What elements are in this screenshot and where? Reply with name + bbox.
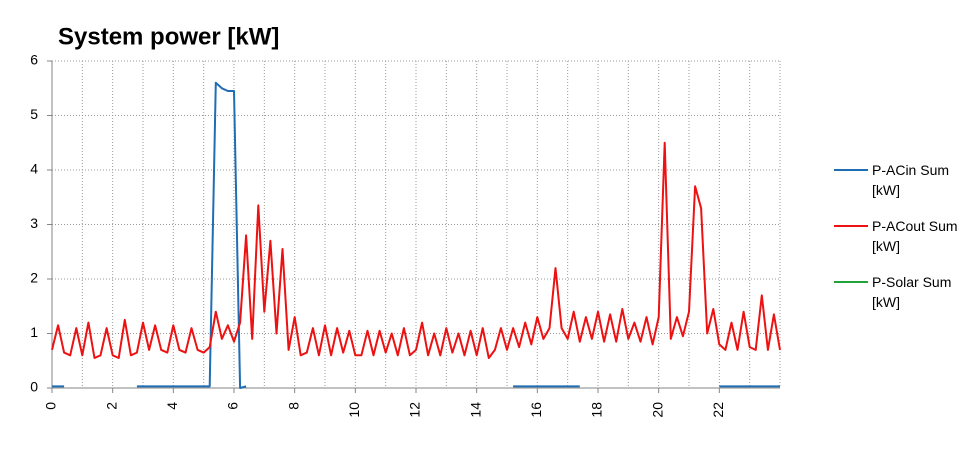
series-line	[52, 81, 780, 389]
y-tick-label: 2	[30, 270, 38, 286]
x-tick-label: 4	[164, 402, 180, 410]
legend-swatch	[834, 281, 868, 283]
series-line	[51, 141, 781, 359]
x-tick-label: 18	[589, 402, 605, 418]
x-tick-label: 14	[467, 402, 483, 418]
legend-item: P-Solar Sum [kW]	[834, 272, 964, 312]
legend: P-ACin Sum [kW] P-ACout Sum [kW] P-Solar S…	[834, 160, 964, 328]
x-tick-label: 20	[649, 402, 665, 418]
x-tick-label: 8	[285, 402, 301, 410]
legend-item: P-ACin Sum [kW]	[834, 160, 964, 200]
legend-item: P-ACout Sum [kW]	[834, 216, 964, 256]
legend-label: P-ACin Sum [kW]	[872, 162, 950, 198]
y-tick-label: 3	[30, 215, 38, 231]
x-tick-label: 22	[710, 402, 726, 418]
legend-label: P-ACout Sum [kW]	[872, 218, 958, 254]
legend-label: P-Solar Sum [kW]	[872, 274, 952, 310]
x-tick-label: 10	[346, 402, 362, 418]
legend-swatch	[834, 225, 868, 227]
x-tick-label: 16	[528, 402, 544, 418]
y-tick-label: 5	[30, 106, 38, 122]
y-tick-label: 0	[30, 379, 38, 395]
x-tick-label: 6	[225, 402, 241, 410]
x-tick-label: 2	[103, 402, 119, 410]
legend-swatch	[834, 169, 868, 171]
y-tick-label: 6	[30, 52, 38, 68]
chart-title: System power [kW]	[58, 23, 279, 50]
x-tick-label: 12	[407, 402, 423, 418]
y-tick-label: 1	[30, 324, 38, 340]
y-tick-label: 4	[30, 161, 38, 177]
x-tick-label: 0	[43, 402, 59, 410]
